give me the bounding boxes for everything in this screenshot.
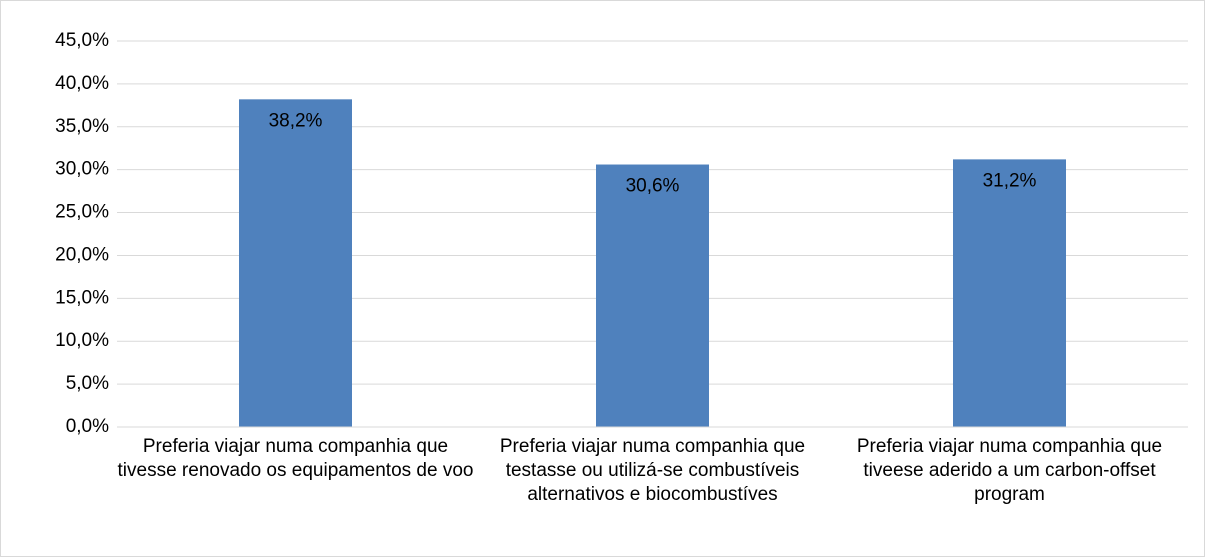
data-label: 38,2% [269,110,323,131]
y-tick-label: 5,0% [66,373,109,394]
data-label: 30,6% [626,176,680,197]
y-tick-label: 0,0% [66,416,109,437]
y-tick-label: 45,0% [55,30,109,51]
y-tick-label: 30,0% [55,159,109,180]
data-label: 31,2% [983,170,1037,191]
bar [596,164,709,427]
bar [239,99,352,427]
x-tick-label: Preferia viajar numa companhia que testa… [499,436,806,505]
x-tick-label: Preferia viajar numa companhia que tives… [117,436,474,481]
y-tick-label: 20,0% [55,244,109,265]
y-tick-label: 10,0% [55,330,109,351]
bar [953,159,1066,427]
y-tick-label: 35,0% [55,116,109,137]
y-tick-label: 40,0% [55,73,109,94]
x-tick-label: Preferia viajar numa companhia que tivee… [856,436,1163,505]
y-tick-label: 25,0% [55,202,109,223]
y-tick-label: 15,0% [55,287,109,308]
